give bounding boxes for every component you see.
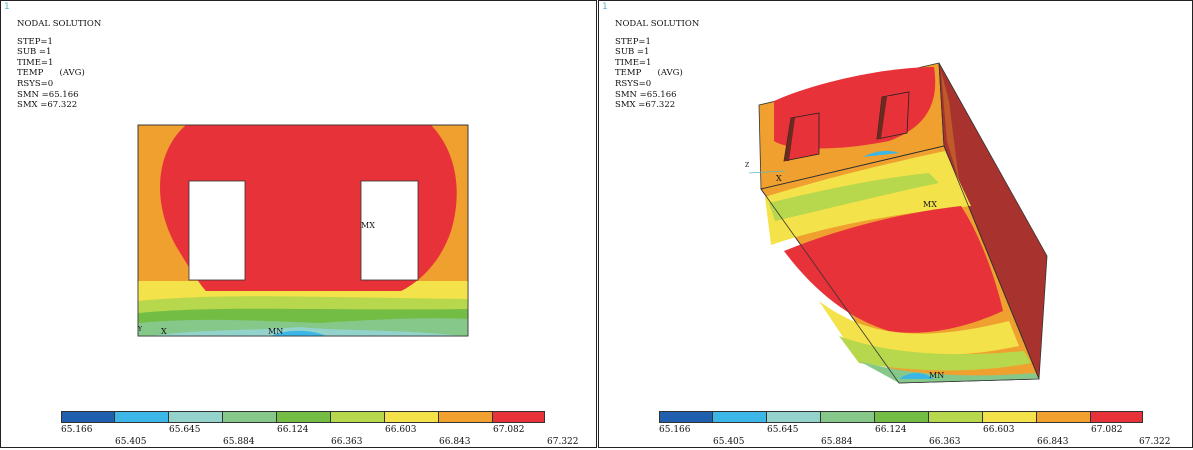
legend-band — [169, 411, 223, 423]
info-sub: SUB =1 — [615, 47, 650, 58]
info-rsys: RSYS=0 — [17, 78, 54, 89]
legend-tick: 65.166 — [61, 425, 93, 435]
solution-title: NODAL SOLUTION — [615, 19, 700, 29]
info-smn: SMN =65.166 — [615, 89, 677, 100]
legend-tick: 66.363 — [331, 437, 363, 447]
legend-band — [1037, 411, 1091, 423]
info-temp: TEMP (AVG) — [615, 68, 683, 79]
right-viewport: 1 NODAL SOLUTION STEP=1 SUB =1 TIME=1 TE… — [598, 0, 1193, 448]
legend-band — [983, 411, 1037, 423]
legend-tick: 65.405 — [115, 437, 147, 447]
axis-y-label: Y — [137, 326, 143, 333]
info-step: STEP=1 — [17, 36, 53, 47]
min-label: MN — [929, 371, 944, 380]
color-legend — [61, 411, 545, 425]
legend-tick: 65.645 — [169, 425, 201, 435]
legend-band — [331, 411, 385, 423]
max-label: MX — [361, 221, 375, 230]
legend-band — [875, 411, 929, 423]
solution-info: NODAL SOLUTION STEP=1 SUB =1 TIME=1 TEMP… — [615, 19, 699, 111]
legend-tick: 66.363 — [929, 437, 961, 447]
legend-tick: 67.322 — [1139, 437, 1171, 447]
info-temp: TEMP (AVG) — [17, 68, 85, 79]
legend-tick: 65.405 — [713, 437, 745, 447]
min-label: MN — [268, 327, 283, 336]
max-label: MX — [923, 200, 937, 209]
opening-right — [360, 180, 419, 281]
axis-x-label: X — [776, 174, 782, 183]
axis-z-label: Z — [745, 162, 749, 169]
legend-tick: 66.843 — [1037, 437, 1069, 447]
window-number: 1 — [602, 2, 608, 12]
info-step: STEP=1 — [615, 36, 651, 47]
info-smx: SMX =67.322 — [615, 100, 676, 111]
color-legend — [659, 411, 1143, 425]
legend-tick: 66.843 — [439, 437, 471, 447]
legend-tick: 65.884 — [821, 437, 853, 447]
max-region — [784, 206, 1003, 333]
legend-tick: 67.082 — [1091, 425, 1123, 435]
contour-plot-front: MX MN X Y — [137, 124, 469, 337]
legend-tick: 65.166 — [659, 425, 691, 435]
info-sub: SUB =1 — [17, 47, 52, 58]
info-rsys: RSYS=0 — [615, 78, 652, 89]
legend-tick: 66.124 — [875, 425, 907, 435]
legend-band — [659, 411, 713, 423]
legend-band — [115, 411, 169, 423]
legend-band — [277, 411, 331, 423]
window-number: 1 — [4, 2, 10, 12]
legend-tick: 66.124 — [277, 425, 309, 435]
legend-band — [61, 411, 115, 423]
legend-tick: 66.603 — [983, 425, 1015, 435]
legend-band — [821, 411, 875, 423]
legend-tick: 66.603 — [385, 425, 417, 435]
legend-tick: 67.082 — [493, 425, 525, 435]
opening-left — [188, 180, 246, 281]
contour-plot-iso: MX MN X Z — [745, 62, 1048, 384]
legend-band — [929, 411, 983, 423]
legend-band — [713, 411, 767, 423]
legend-band — [223, 411, 277, 423]
axis-x-label: X — [161, 327, 167, 336]
left-viewport: 1 NODAL SOLUTION STEP=1 SUB =1 TIME=1 TE… — [0, 0, 597, 448]
info-time: TIME=1 — [17, 57, 54, 68]
legend-tick: 65.884 — [223, 437, 255, 447]
legend-band — [767, 411, 821, 423]
legend-band — [439, 411, 493, 423]
info-smn: SMN =65.166 — [17, 89, 79, 100]
info-time: TIME=1 — [615, 57, 652, 68]
legend-tick: 67.322 — [547, 437, 579, 447]
solution-info: NODAL SOLUTION STEP=1 SUB =1 TIME=1 TEMP… — [17, 19, 101, 111]
info-smx: SMX =67.322 — [17, 100, 78, 111]
solution-title: NODAL SOLUTION — [17, 19, 102, 29]
legend-band — [385, 411, 439, 423]
legend-tick: 65.645 — [767, 425, 799, 435]
